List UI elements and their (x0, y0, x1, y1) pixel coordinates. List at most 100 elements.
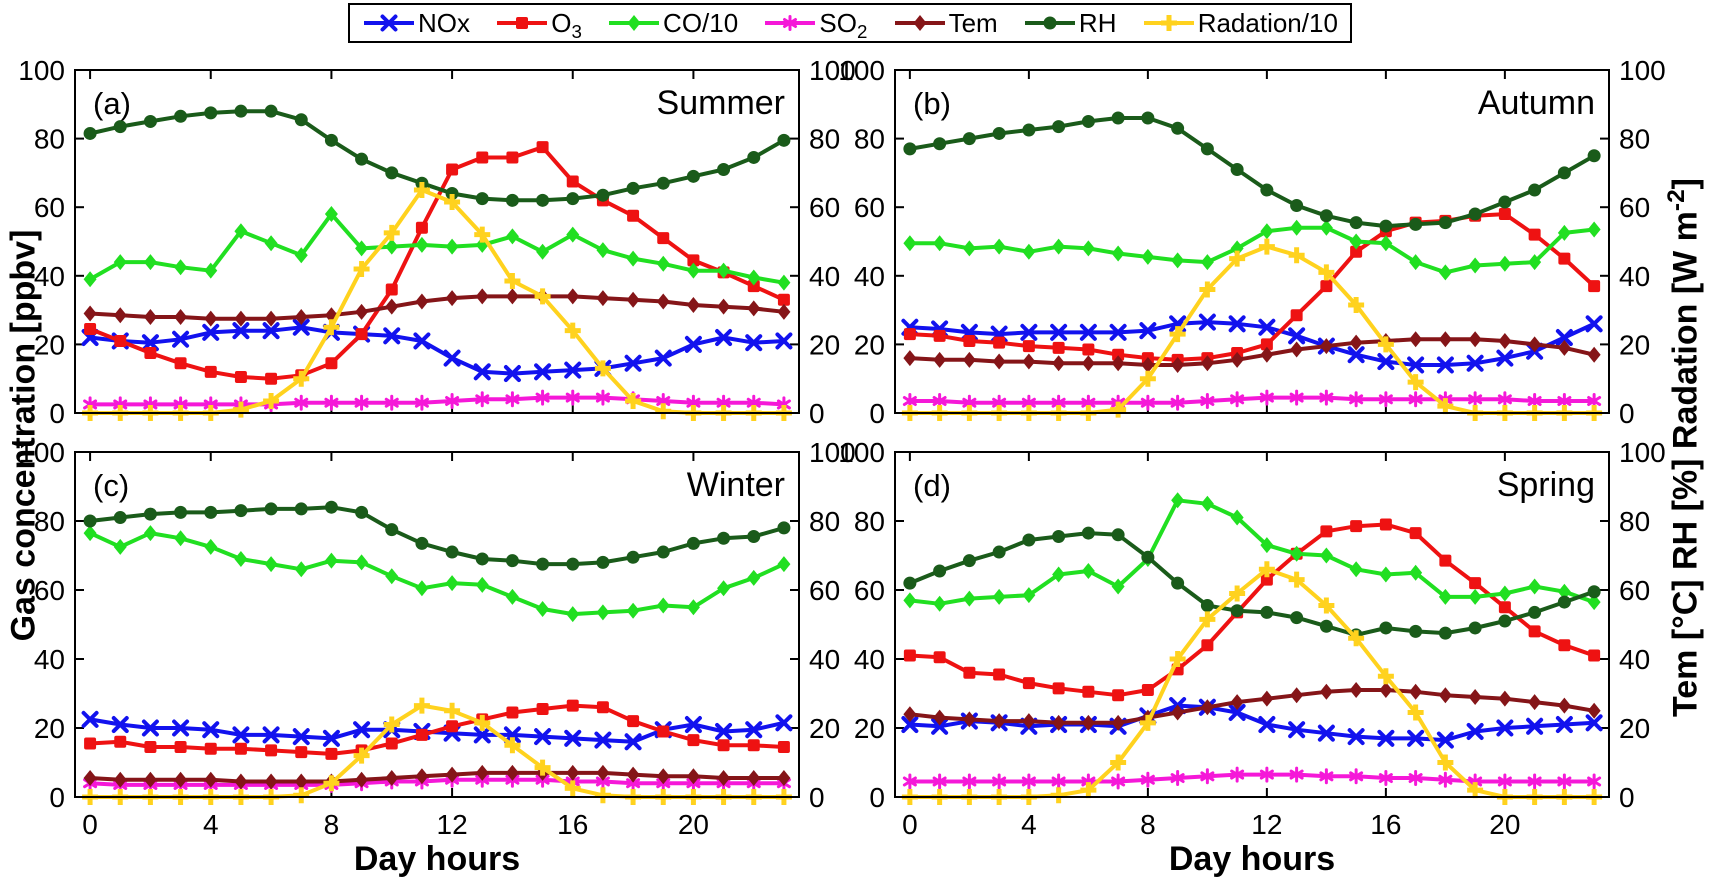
legend-item-tem: Tem (893, 10, 998, 36)
svg-text:8: 8 (324, 809, 340, 840)
svg-text:40: 40 (854, 261, 885, 292)
svg-text:100: 100 (809, 437, 856, 468)
svg-text:20: 20 (1619, 329, 1650, 360)
svg-text:0: 0 (902, 809, 918, 840)
svg-text:100: 100 (18, 437, 65, 468)
svg-text:20: 20 (809, 329, 840, 360)
svg-text:80: 80 (809, 124, 840, 155)
radiation-line-marker-icon (1143, 15, 1194, 31)
series-nox-b (901, 313, 1603, 374)
panel-title-a: Summer (657, 84, 785, 122)
svg-text:0: 0 (49, 782, 65, 813)
legend-label-nox: NOx (418, 8, 470, 38)
svg-text:40: 40 (34, 644, 65, 675)
svg-text:60: 60 (854, 192, 885, 223)
series-so2-b (902, 389, 1602, 411)
panel-a: 0 0 20 20 40 40 60 60 80 80 100 100 (a) Summer (18, 55, 855, 429)
svg-text:60: 60 (854, 575, 885, 606)
panel-letter-b: (b) (913, 86, 951, 121)
nox-line-marker-icon (364, 14, 414, 32)
svg-text:60: 60 (34, 192, 65, 223)
legend-label-o3: O3 (551, 8, 582, 43)
rh-line-marker-icon (1024, 16, 1075, 30)
svg-text:60: 60 (1619, 575, 1650, 606)
svg-text:80: 80 (854, 506, 885, 537)
o3-line-marker-icon (497, 17, 548, 29)
svg-text:80: 80 (1619, 124, 1650, 155)
series-o3-c (84, 699, 790, 760)
svg-text:100: 100 (809, 55, 856, 86)
svg-text:40: 40 (34, 261, 65, 292)
legend-label-tem: Tem (948, 8, 998, 38)
svg-text:20: 20 (809, 713, 840, 744)
legend-item-rh: RH (1023, 10, 1116, 36)
svg-text:8: 8 (1140, 809, 1156, 840)
svg-text:12: 12 (437, 809, 468, 840)
legend-item-rad: Radation/10 (1142, 10, 1338, 36)
so2-line-marker-icon (765, 15, 816, 31)
svg-text:40: 40 (809, 261, 840, 292)
svg-text:60: 60 (1619, 192, 1650, 223)
svg-text:100: 100 (838, 55, 885, 86)
svg-text:60: 60 (809, 192, 840, 223)
svg-text:20: 20 (1489, 809, 1520, 840)
panel-letter-c: (c) (93, 468, 129, 503)
svg-text:20: 20 (1619, 713, 1650, 744)
svg-text:60: 60 (34, 575, 65, 606)
series-tem-d (903, 682, 1601, 731)
series-so2-a (83, 389, 791, 413)
legend-item-so2: SO2 (763, 8, 868, 43)
panel-title-d: Spring (1497, 466, 1595, 504)
panel-b: 0 0 20 20 40 40 60 60 80 80 100 100 (b) Autumn (838, 55, 1665, 429)
co-line-marker-icon (609, 15, 660, 31)
legend-item-co: CO/10 (607, 10, 738, 36)
svg-text:100: 100 (1619, 437, 1666, 468)
svg-text:0: 0 (869, 782, 885, 813)
series-co-b (903, 219, 1601, 281)
svg-text:20: 20 (34, 713, 65, 744)
svg-text:0: 0 (82, 809, 98, 840)
svg-text:40: 40 (1619, 261, 1650, 292)
svg-text:0: 0 (1619, 782, 1635, 813)
svg-text:100: 100 (838, 437, 885, 468)
panel-letter-a: (a) (93, 86, 131, 121)
series-so2-d (902, 766, 1602, 790)
series-tem-a (83, 288, 791, 327)
svg-text:0: 0 (809, 782, 825, 813)
series-tem-b (903, 331, 1601, 373)
svg-text:80: 80 (854, 124, 885, 155)
svg-text:40: 40 (1619, 644, 1650, 675)
svg-text:80: 80 (34, 506, 65, 537)
svg-text:0: 0 (809, 398, 825, 429)
svg-text:80: 80 (34, 124, 65, 155)
svg-text:20: 20 (854, 713, 885, 744)
svg-text:0: 0 (49, 398, 65, 429)
panel-title-c: Winter (687, 466, 785, 504)
x-axis-label-winter: Day hours (353, 840, 521, 878)
svg-text:60: 60 (809, 575, 840, 606)
tem-line-marker-icon (894, 15, 945, 31)
svg-text:40: 40 (854, 644, 885, 675)
series-co-a (83, 206, 791, 291)
svg-text:16: 16 (557, 809, 588, 840)
svg-text:40: 40 (809, 644, 840, 675)
svg-text:100: 100 (18, 55, 65, 86)
svg-text:20: 20 (854, 329, 885, 360)
series-tem-c (83, 764, 791, 790)
svg-text:20: 20 (678, 809, 709, 840)
svg-text:100: 100 (1619, 55, 1666, 86)
svg-text:12: 12 (1251, 809, 1282, 840)
panel-title-b: Autumn (1478, 84, 1595, 122)
svg-text:4: 4 (203, 809, 219, 840)
legend-label-so2: SO2 (819, 8, 868, 43)
svg-text:16: 16 (1370, 809, 1401, 840)
series-rh-a (83, 104, 791, 207)
svg-text:4: 4 (1021, 809, 1037, 840)
series-rh-d (903, 526, 1601, 642)
series-nox-a (81, 318, 793, 383)
plot-legend: NOx O3 CO/10 SO2 Tem RH Radation/10 (348, 3, 1352, 43)
